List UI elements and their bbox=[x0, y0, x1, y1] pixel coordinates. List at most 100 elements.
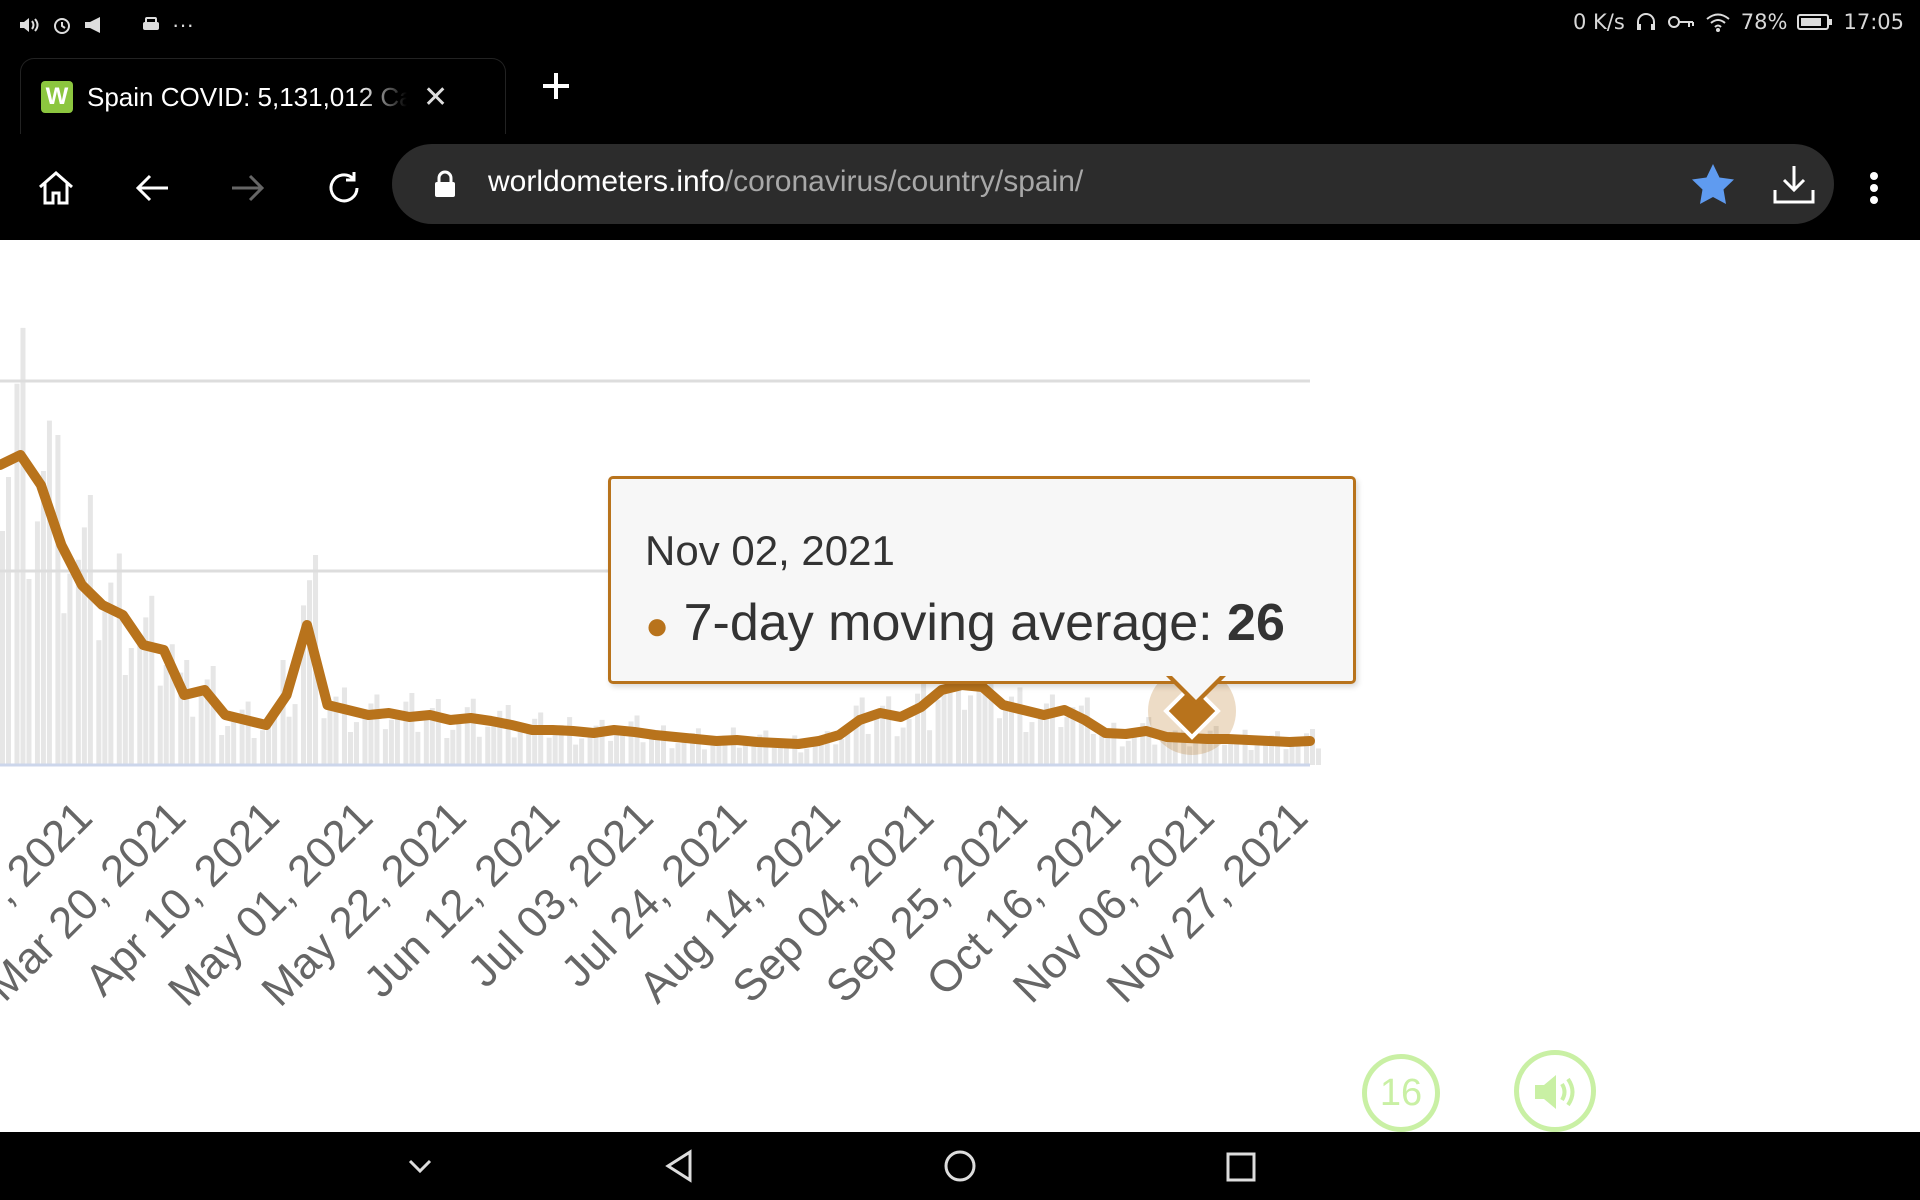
daily-case-bars bbox=[0, 327, 1321, 765]
tooltip-label: 7-day moving average: bbox=[683, 594, 1228, 652]
daily-bar bbox=[435, 699, 441, 765]
daily-bar bbox=[710, 744, 716, 765]
forward-arrow-icon bbox=[232, 174, 265, 202]
battery-percent: 78% bbox=[1740, 10, 1788, 34]
back-triangle-icon[interactable] bbox=[660, 1146, 700, 1186]
daily-bar bbox=[178, 672, 184, 765]
daily-bar bbox=[231, 717, 237, 765]
daily-bar bbox=[190, 716, 196, 765]
daily-bar bbox=[669, 748, 675, 765]
daily-bar bbox=[962, 709, 968, 765]
daily-bar bbox=[538, 712, 544, 765]
download-icon[interactable] bbox=[1772, 164, 1816, 206]
daily-bar bbox=[742, 743, 748, 765]
daily-bar bbox=[845, 733, 851, 765]
daily-bar bbox=[968, 695, 974, 765]
daily-bar bbox=[1008, 696, 1014, 765]
daily-bar bbox=[701, 749, 707, 765]
daily-bar bbox=[1152, 744, 1158, 765]
daily-bar bbox=[1064, 717, 1070, 765]
daily-bar bbox=[763, 730, 769, 765]
daily-bar bbox=[982, 662, 988, 765]
daily-bar bbox=[1193, 741, 1199, 765]
daily-bar bbox=[286, 716, 292, 765]
daily-bar bbox=[1295, 740, 1301, 765]
back-button[interactable] bbox=[128, 164, 176, 212]
daily-bar bbox=[149, 595, 155, 765]
daily-bar bbox=[1310, 729, 1315, 765]
daily-bar bbox=[429, 708, 435, 765]
daily-bar bbox=[880, 705, 886, 765]
hide-nav-chevron-icon[interactable] bbox=[400, 1146, 440, 1186]
daily-bar bbox=[476, 736, 482, 765]
daily-bar bbox=[96, 640, 102, 765]
daily-bar bbox=[865, 733, 871, 765]
tab-count-button[interactable]: 16 bbox=[1362, 1054, 1440, 1132]
tooltip-row: ● 7-day moving average: 26 bbox=[645, 593, 1285, 653]
daily-bar bbox=[0, 531, 5, 765]
daily-bar bbox=[921, 683, 927, 765]
daily-bar bbox=[996, 718, 1002, 765]
daily-bar bbox=[333, 696, 339, 765]
home-button[interactable] bbox=[32, 164, 80, 212]
daily-bar bbox=[1140, 723, 1146, 765]
recents-square-icon[interactable] bbox=[1220, 1146, 1260, 1186]
daily-bar bbox=[573, 744, 579, 765]
bookmark-star-icon[interactable] bbox=[1690, 162, 1736, 206]
daily-bar bbox=[859, 697, 865, 765]
read-aloud-button[interactable] bbox=[1514, 1050, 1596, 1132]
daily-bar bbox=[327, 707, 333, 765]
daily-bar bbox=[634, 715, 640, 765]
daily-bar bbox=[689, 733, 695, 765]
daily-bar bbox=[1172, 730, 1178, 765]
daily-bar bbox=[251, 738, 257, 765]
daily-bar bbox=[1248, 750, 1254, 765]
daily-bar bbox=[927, 730, 933, 765]
reload-button[interactable] bbox=[320, 164, 368, 212]
daily-bar bbox=[956, 645, 962, 765]
daily-bar bbox=[783, 739, 789, 765]
key-icon bbox=[1667, 16, 1694, 28]
daily-bar bbox=[526, 725, 532, 765]
daily-bar bbox=[388, 719, 394, 765]
browser-tab[interactable]: W Spain COVID: 5,131,012 Cases ✕ bbox=[20, 58, 506, 135]
tab-close-icon[interactable]: ✕ bbox=[423, 80, 449, 114]
daily-bar bbox=[722, 735, 728, 765]
daily-bar bbox=[1078, 705, 1084, 765]
daily-bar bbox=[579, 738, 585, 765]
daily-bar bbox=[935, 699, 941, 765]
daily-bar bbox=[1043, 703, 1049, 765]
daily-bar bbox=[1263, 739, 1269, 765]
status-bar: ··· 0 K/s 78% 17:05 bbox=[0, 0, 1920, 50]
car-icon bbox=[143, 17, 159, 30]
tab-count: 16 bbox=[1379, 1072, 1423, 1114]
daily-bar bbox=[204, 679, 210, 765]
daily-bar bbox=[464, 707, 470, 765]
daily-bar bbox=[1160, 740, 1166, 765]
daily-bar bbox=[210, 666, 216, 765]
status-right: 0 K/s 78% 17:05 bbox=[1573, 10, 1904, 34]
daily-bar bbox=[368, 703, 374, 765]
home-circle-icon[interactable] bbox=[940, 1146, 980, 1186]
daily-bar bbox=[798, 752, 804, 765]
address-bar[interactable]: worldometers.info/coronavirus/country/sp… bbox=[392, 144, 1834, 224]
daily-bar bbox=[839, 738, 845, 765]
daily-bar bbox=[792, 735, 798, 765]
daily-bar bbox=[517, 730, 523, 765]
daily-bar bbox=[947, 672, 953, 765]
daily-bar bbox=[1181, 724, 1187, 765]
daily-bar bbox=[777, 743, 783, 765]
daily-bar bbox=[184, 660, 190, 765]
daily-bar bbox=[640, 742, 646, 765]
more-vert-icon bbox=[1870, 172, 1878, 204]
new-tab-button[interactable] bbox=[540, 66, 572, 110]
daily-bar bbox=[511, 737, 517, 765]
daily-bar bbox=[321, 718, 327, 765]
daily-bar bbox=[14, 383, 20, 765]
daily-bar bbox=[804, 748, 810, 765]
tooltip-date: Nov 02, 2021 bbox=[645, 527, 895, 574]
url-text[interactable]: worldometers.info/coronavirus/country/sp… bbox=[488, 165, 1083, 199]
menu-button[interactable] bbox=[1850, 164, 1898, 212]
forward-button[interactable] bbox=[224, 164, 272, 212]
